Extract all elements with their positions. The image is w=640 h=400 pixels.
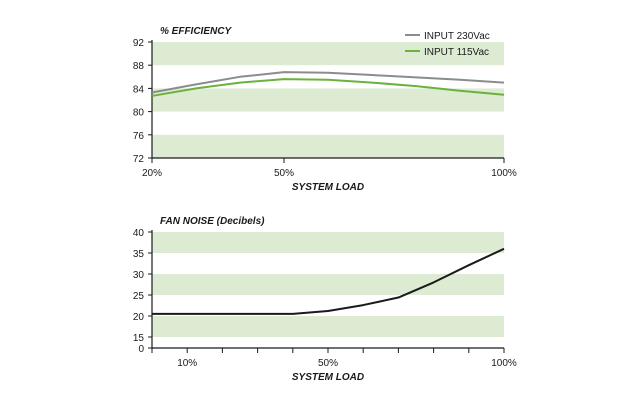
fan-noise-band xyxy=(152,232,504,253)
series-line-230vac xyxy=(151,71,505,94)
fan-noise-band xyxy=(152,274,504,295)
efficiency-chart: % EFFICIENCY 92 88 84 80 76 72 20% 50% 100% SYS… xyxy=(133,26,517,193)
fan-noise-x-ticks: 10% 50% 100% xyxy=(151,348,517,369)
efficiency-x-label: SYSTEM LOAD xyxy=(292,182,364,193)
efficiency-x-ticks: 20% 50% 100% xyxy=(142,158,517,179)
efficiency-legend: INPUT 230Vac INPUT 115Vac xyxy=(405,31,490,58)
efficiency-band xyxy=(152,42,504,66)
fan-noise-y-ticks: 40 35 30 25 20 150 xyxy=(133,228,152,355)
fan-noise-y-tick-label: 40 xyxy=(133,228,145,239)
fan-noise-bands xyxy=(152,232,504,337)
fan-noise-x-tick-label: 10% xyxy=(177,358,197,369)
fan-noise-chart: FAN NOISE (Decibels) 40 35 30 25 20 150 10% 50… xyxy=(133,216,517,383)
fan-noise-x-tick-label: 50% xyxy=(318,358,338,369)
efficiency-bands xyxy=(152,42,504,158)
fan-noise-band xyxy=(152,316,504,337)
fan-noise-line xyxy=(152,247,505,315)
efficiency-band xyxy=(152,134,504,158)
fan-noise-x-tick-label: 100% xyxy=(491,358,517,369)
fan-noise-y-tick-label: 35 xyxy=(133,249,145,260)
legend-label-115vac: INPUT 115Vac xyxy=(424,47,489,58)
efficiency-y-tick-label: 84 xyxy=(133,84,145,95)
efficiency-band xyxy=(152,88,504,112)
legend-label-230vac: INPUT 230Vac xyxy=(424,31,490,42)
efficiency-series xyxy=(151,71,505,97)
efficiency-x-tick-label: 100% xyxy=(491,168,517,179)
efficiency-y-tick-label: 88 xyxy=(133,61,145,72)
fan-noise-y-tick-label: 0 xyxy=(138,344,144,355)
efficiency-title: % EFFICIENCY xyxy=(160,26,232,37)
efficiency-x-tick-label: 50% xyxy=(274,168,294,179)
fan-noise-x-label: SYSTEM LOAD xyxy=(292,372,364,383)
series-line-115vac xyxy=(151,78,505,97)
efficiency-y-tick-label: 76 xyxy=(133,131,145,142)
fan-noise-y-tick-label: 30 xyxy=(133,270,145,281)
efficiency-y-ticks: 92 88 84 80 76 72 xyxy=(133,38,152,165)
fan-noise-y-tick-label: 25 xyxy=(133,291,145,302)
efficiency-y-tick-label: 80 xyxy=(133,108,145,119)
fan-noise-series xyxy=(152,247,505,315)
efficiency-y-tick-label: 72 xyxy=(133,154,145,165)
fan-noise-title: FAN NOISE (Decibels) xyxy=(160,216,265,227)
efficiency-y-tick-label: 92 xyxy=(133,38,145,49)
efficiency-x-tick-label: 20% xyxy=(142,168,162,179)
fan-noise-y-tick-label: 15 xyxy=(133,333,145,344)
fan-noise-y-tick-label: 20 xyxy=(133,312,145,323)
